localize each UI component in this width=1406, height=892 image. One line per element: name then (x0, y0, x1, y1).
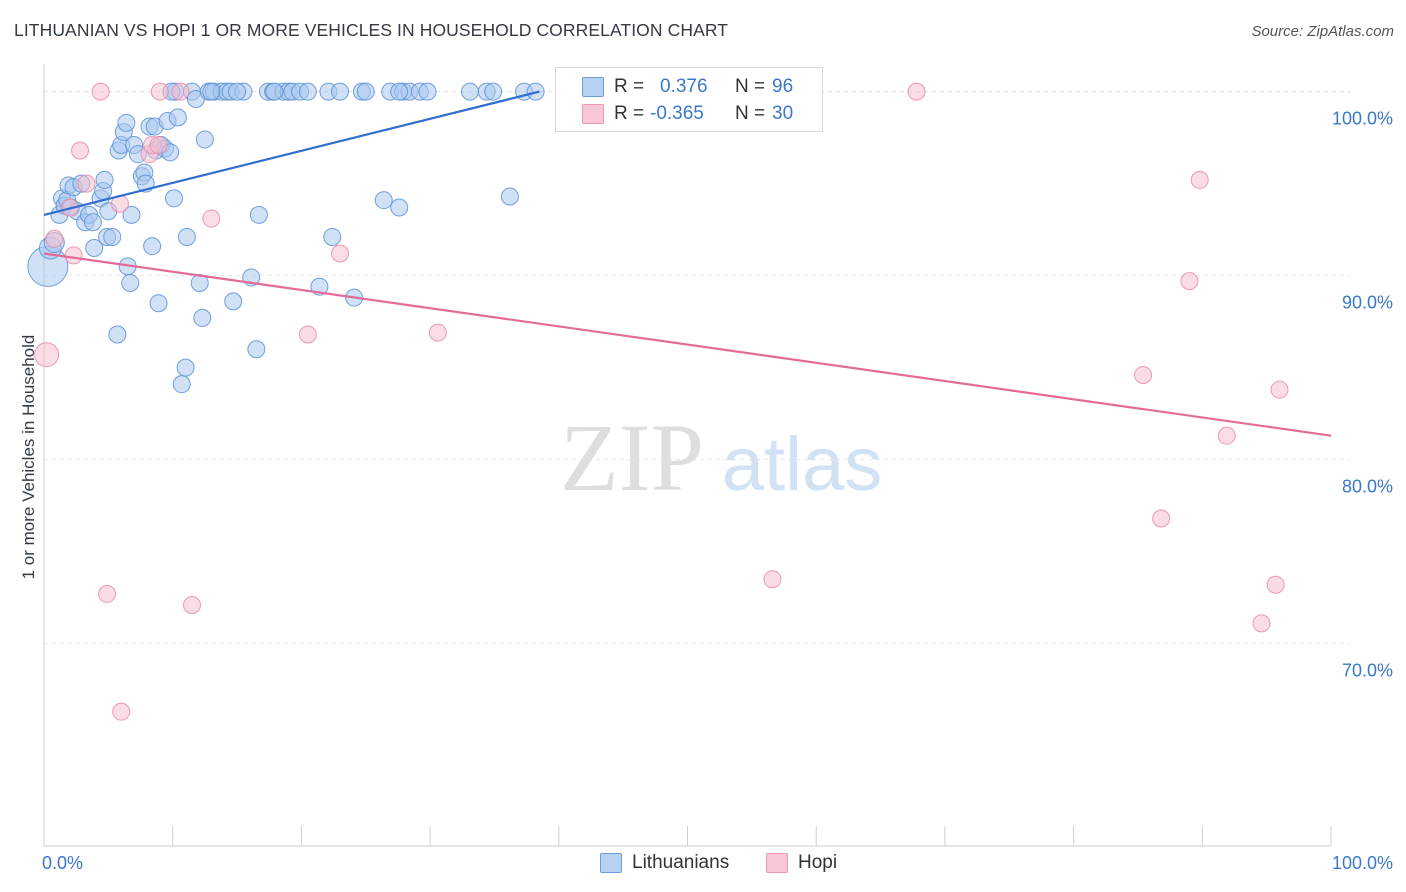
lithuanians-point (390, 82, 409, 101)
hopi-point (1217, 426, 1236, 445)
axes (43, 64, 1332, 847)
lithuanians-point (176, 358, 195, 377)
lithuanians-point (103, 227, 122, 246)
legend-r-value: -0.365 (650, 103, 704, 124)
hopi-point (45, 229, 64, 248)
x-tick-label: 100.0% (1332, 853, 1393, 873)
bottom-legend-label: Lithuanians (632, 852, 730, 873)
lithuanians-points (27, 82, 545, 394)
lithuanians-point (149, 294, 168, 313)
hopi-point (150, 82, 169, 101)
lithuanians-point (228, 82, 247, 101)
hopi-point (202, 209, 221, 228)
lithuanians-point (323, 227, 342, 246)
y-tick-label: 100.0% (1332, 109, 1393, 129)
chart-title: LITHUANIAN VS HOPI 1 OR MORE VEHICLES IN… (14, 20, 729, 40)
y-tick-label: 80.0% (1342, 477, 1393, 497)
hopi-point (1270, 380, 1289, 399)
lithuanians-point (177, 227, 196, 246)
watermark-atlas: atlas (722, 422, 883, 507)
trend-lines (43, 90, 1332, 437)
hopi-point (64, 246, 83, 265)
bottom-swatch-blue (600, 853, 622, 873)
lithuanians-point (249, 205, 268, 224)
lithuanians-point (195, 130, 214, 149)
hopi-point (71, 141, 90, 160)
hopi-point (34, 342, 60, 368)
lithuanians-point (265, 82, 284, 101)
hopi-point (98, 584, 117, 603)
lithuanians-trend-line (43, 90, 540, 216)
hopi-point (183, 595, 202, 614)
hopi-trend-line (43, 252, 1332, 437)
lithuanians-point (168, 108, 187, 127)
lithuanians-point (460, 82, 479, 101)
legend-r-value: 0.376 (660, 76, 708, 97)
legend-n-value: 96 (772, 76, 794, 97)
lithuanians-point (164, 189, 183, 208)
lithuanians-point (331, 82, 350, 101)
hopi-point (1266, 575, 1285, 594)
bottom-swatch-pink (766, 853, 788, 873)
legend-swatch-blue (582, 77, 604, 97)
y-tick-label: 90.0% (1342, 293, 1393, 313)
lithuanians-point (298, 82, 317, 101)
hopi-point (907, 82, 926, 101)
hopi-point (91, 82, 110, 101)
legend-swatch-pink (582, 104, 604, 124)
tick-labels: 70.0% 80.0% 90.0% 100.0% 0.0% 100.0% (42, 109, 1393, 873)
legend-r-label: R = (614, 103, 645, 124)
lithuanians-point (85, 239, 104, 257)
lithuanians-point (484, 82, 503, 101)
legend-n-label: N = (735, 76, 766, 97)
bottom-legend-label: Hopi (798, 852, 838, 873)
hopi-point (331, 244, 350, 263)
lithuanians-point (143, 237, 162, 256)
lithuanians-point (95, 170, 114, 189)
lithuanians-point (374, 191, 393, 210)
gridlines (44, 91, 1351, 645)
correlation-legend: R = 0.376 N = 96 R = -0.365 N = 30 (555, 67, 823, 132)
lithuanians-point (247, 340, 266, 359)
hopi-point (1190, 170, 1209, 189)
lithuanians-point (390, 198, 409, 217)
y-axis-label: 1 or more Vehicles in Household (19, 335, 38, 580)
hopi-point (77, 174, 96, 193)
lithuanians-point (356, 82, 375, 101)
legend-n-value: 30 (772, 103, 794, 124)
watermark: ZIP atlas (560, 404, 882, 511)
lithuanians-point (418, 82, 437, 101)
hopi-point (1134, 365, 1153, 384)
x-tick-label: 0.0% (42, 853, 83, 873)
hopi-points (34, 82, 1289, 721)
hopi-point (428, 323, 447, 342)
hopi-point (149, 135, 168, 154)
lithuanians-point (224, 292, 243, 311)
lithuanians-point (500, 187, 519, 206)
lithuanians-point (121, 273, 140, 292)
bottom-legend-lithuanians: Lithuanians (600, 852, 729, 874)
hopi-point (763, 570, 782, 589)
lithuanians-point (193, 308, 212, 327)
hopi-point (1252, 614, 1271, 633)
hopi-point (298, 325, 317, 344)
hopi-point (112, 702, 131, 721)
legend-n-label: N = (735, 103, 766, 124)
legend-r-label: R = (614, 76, 645, 97)
lithuanians-point (83, 213, 102, 232)
lithuanians-point (108, 325, 127, 344)
lithuanians-point (122, 205, 141, 224)
hopi-point (171, 82, 190, 101)
lithuanians-point (172, 375, 191, 394)
source-label: Source: ZipAtlas.com (1251, 23, 1394, 40)
y-tick-label: 70.0% (1342, 661, 1393, 681)
watermark-zip: ZIP (560, 404, 704, 511)
hopi-point (1180, 272, 1199, 291)
hopi-point (1152, 509, 1171, 528)
bottom-legend-hopi: Hopi (766, 852, 837, 874)
lithuanians-point (117, 113, 136, 132)
lithuanians-point (202, 82, 221, 101)
